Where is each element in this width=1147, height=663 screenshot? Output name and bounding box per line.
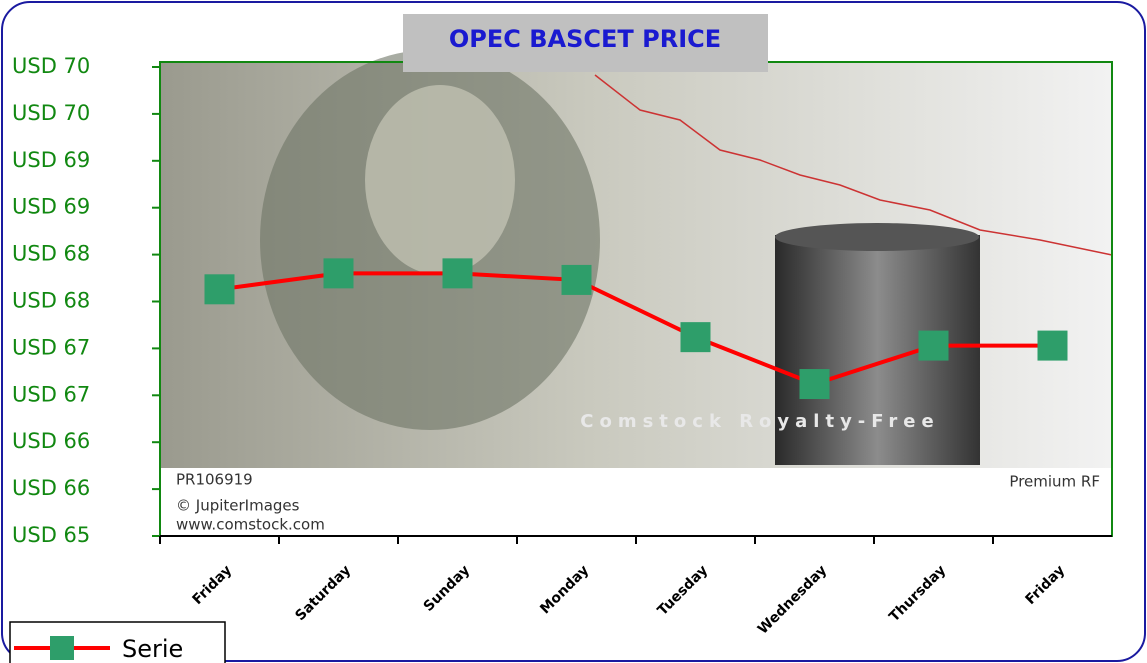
legend-marker (50, 636, 74, 660)
legend: Serie (10, 622, 225, 663)
y-tick-label: USD 68 (12, 242, 90, 266)
marker (562, 265, 592, 295)
y-tick-label: USD 66 (12, 429, 90, 453)
marker (800, 369, 830, 399)
y-tick-label: USD 68 (12, 289, 90, 313)
y-tick-label: USD 69 (12, 148, 90, 172)
y-tick-label: USD 65 (12, 523, 90, 547)
marker (681, 322, 711, 352)
chart-title: OPEC BASCET PRICE (449, 25, 721, 53)
y-tick-label: USD 67 (12, 335, 90, 359)
legend-box (10, 622, 225, 663)
marker (205, 274, 235, 304)
background-image (160, 50, 1112, 536)
legend-label: Serie (122, 635, 183, 663)
y-tick-label: USD 66 (12, 476, 90, 500)
marker (443, 258, 473, 288)
watermark: Comstock Royalty-Free (580, 411, 939, 432)
y-tick-label: USD 67 (12, 382, 90, 406)
y-tick-label: USD 70 (12, 101, 90, 125)
chart: PR106919 © JupiterImages www.comstock.co… (0, 0, 1147, 663)
marker (324, 258, 354, 288)
y-tick-label: USD 69 (12, 195, 90, 219)
marker (1038, 331, 1068, 361)
credit: PR106919 (176, 471, 253, 489)
y-tick-label: USD 70 (12, 54, 90, 78)
marker (919, 331, 949, 361)
credit: © JupiterImages (176, 497, 300, 515)
credit: www.comstock.com (176, 516, 325, 534)
credit: Premium RF (1009, 473, 1100, 491)
